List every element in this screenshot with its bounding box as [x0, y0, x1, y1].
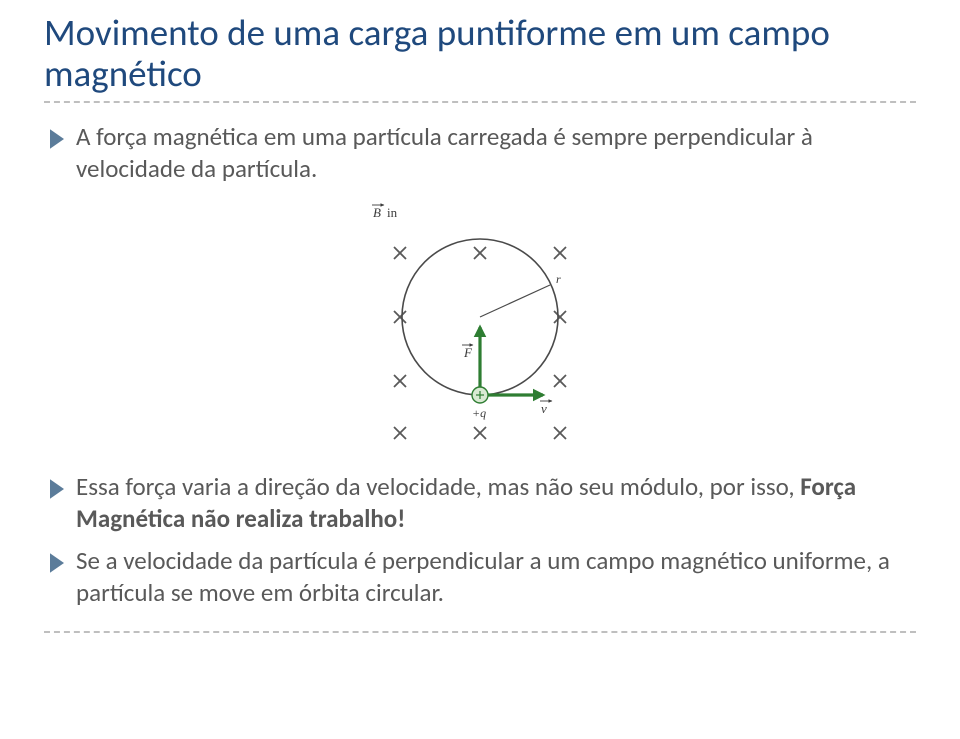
- svg-text:v: v: [541, 401, 547, 416]
- svg-text:+q: +q: [472, 406, 486, 420]
- bullet-2-pre: Essa força varia a direção da velocidade…: [76, 471, 800, 502]
- slide-page: Movimento de uma carga puntiforme em um …: [0, 0, 960, 653]
- bullet-triangle-icon: [50, 478, 64, 500]
- bullet-1: A força magnética em uma partícula carre…: [50, 121, 916, 185]
- diagram-container: B in r Fv +q: [44, 197, 916, 447]
- svg-text:B: B: [373, 205, 381, 220]
- bullet-triangle-icon: [50, 128, 64, 150]
- bullet-2-text: Essa força varia a direção da velocidade…: [76, 471, 916, 535]
- svg-text:F: F: [463, 345, 473, 360]
- title-divider: [44, 101, 916, 103]
- svg-text:in: in: [387, 205, 398, 220]
- bullet-1-text: A força magnética em uma partícula carre…: [76, 121, 916, 185]
- bullet-2: Essa força varia a direção da velocidade…: [50, 471, 916, 535]
- svg-text:r: r: [556, 272, 561, 286]
- footer-divider: [44, 631, 916, 633]
- magnetic-orbit-diagram: B in r Fv +q: [355, 197, 605, 447]
- page-title: Movimento de uma carga puntiforme em um …: [44, 12, 916, 95]
- bullet-3-text: Se a velocidade da partícula é perpendic…: [76, 545, 916, 609]
- bullet-3: Se a velocidade da partícula é perpendic…: [50, 545, 916, 609]
- bullet-triangle-icon: [50, 552, 64, 574]
